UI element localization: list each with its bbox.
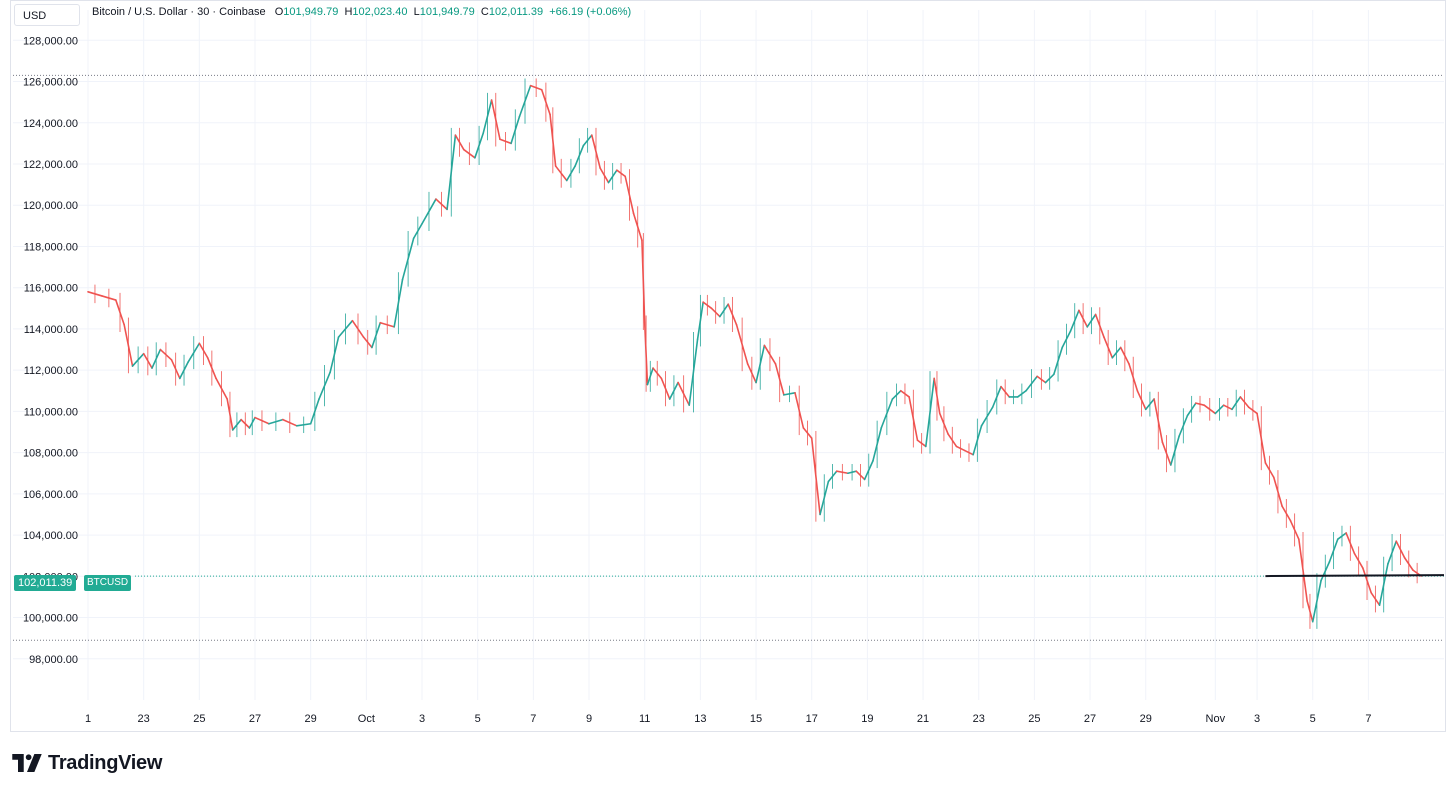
change-value: +66.19 (+0.06%): [549, 6, 632, 18]
high-key: H: [344, 6, 353, 18]
x-tick-label: 9: [586, 713, 592, 725]
x-tick-label: 15: [750, 713, 762, 725]
x-tick-label: 25: [193, 713, 205, 725]
x-tick-label: 11: [639, 713, 650, 725]
y-tick-label: 112,000.00: [24, 365, 78, 377]
close-key: C: [480, 6, 489, 18]
y-tick-label: 126,000.00: [23, 77, 78, 89]
y-tick-label: 110,000.00: [24, 406, 78, 418]
x-tick-label: 17: [806, 713, 818, 725]
symbol-tag: BTCUSD: [84, 575, 132, 591]
y-tick-label: 108,000.00: [23, 448, 78, 460]
price-chart[interactable]: 98,000.00100,000.00102,000.00104,000.001…: [0, 0, 1456, 740]
horizontal-ray: [1265, 574, 1445, 578]
x-tick-label: 29: [1140, 713, 1152, 725]
y-tick-label: 114,000.00: [24, 324, 78, 336]
chart-area[interactable]: [10, 0, 1446, 732]
x-tick-label: 19: [861, 713, 873, 725]
open-key: O: [274, 6, 284, 18]
low-key: L: [413, 6, 420, 18]
y-tick-label: 120,000.00: [23, 200, 78, 212]
tradingview-icon: [12, 754, 42, 772]
brand-name: TradingView: [48, 751, 163, 774]
x-tick-label: 1: [85, 713, 91, 725]
y-tick-label: 122,000.00: [23, 159, 78, 171]
currency-value: USD: [23, 10, 47, 22]
high-value: 102,023.40: [352, 6, 408, 18]
symbol-name: Bitcoin / U.S. Dollar · 30 · Coinbase: [92, 6, 266, 18]
y-tick-label: 128,000.00: [23, 35, 78, 47]
y-tick-label: 124,000.00: [23, 118, 78, 130]
x-tick-label: Nov: [1206, 713, 1226, 725]
x-tick-label: 5: [475, 713, 481, 725]
tradingview-logo[interactable]: TradingView: [12, 750, 162, 776]
x-tick-label: 13: [694, 713, 706, 725]
symbol-legend: Bitcoin / U.S. Dollar · 30 · Coinbase O1…: [92, 6, 631, 18]
x-tick-label: Oct: [358, 713, 375, 725]
x-tick-label: 29: [305, 713, 317, 725]
open-value: 101,949.79: [283, 6, 339, 18]
current-price-tag: 102,011.39: [14, 575, 77, 591]
low-value: 101,949.79: [419, 6, 475, 18]
x-tick-label: 21: [917, 713, 929, 725]
y-tick-label: 100,000.00: [23, 613, 78, 625]
x-tick-label: 5: [1310, 713, 1316, 725]
y-tick-label: 104,000.00: [23, 530, 78, 542]
x-tick-label: 7: [1365, 713, 1371, 725]
currency-select[interactable]: USD: [14, 4, 80, 26]
x-tick-label: 27: [1084, 713, 1096, 725]
x-tick-label: 23: [138, 713, 150, 725]
y-tick-label: 98,000.00: [29, 654, 78, 666]
x-tick-label: 25: [1028, 713, 1040, 725]
x-tick-label: 3: [419, 713, 425, 725]
x-tick-label: 3: [1254, 713, 1260, 725]
x-tick-label: 23: [973, 713, 985, 725]
y-tick-label: 118,000.00: [24, 241, 78, 253]
y-tick-label: 116,000.00: [24, 283, 78, 295]
y-tick-label: 106,000.00: [23, 489, 78, 501]
x-tick-label: 7: [530, 713, 536, 725]
close-value: 102,011.39: [488, 6, 544, 18]
x-tick-label: 27: [249, 713, 261, 725]
